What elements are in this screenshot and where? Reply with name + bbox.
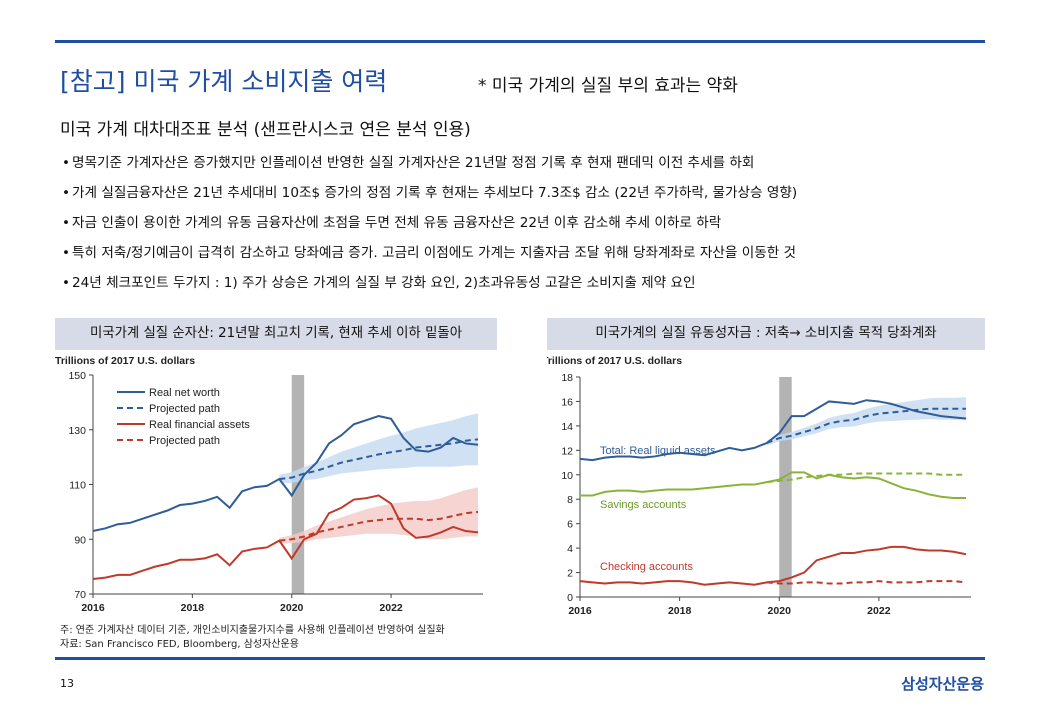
x-tick-label: 2022 <box>867 605 891 617</box>
y-tick-label: 16 <box>561 396 573 408</box>
series-annotation: Total: Real liquid assets <box>600 445 716 457</box>
series-annotation: Checking accounts <box>600 561 693 573</box>
y-tick-label: 70 <box>74 589 86 601</box>
bullet-text: 특히 저축/정기예금이 급격히 감소하고 당좌예금 증가. 고금리 이점에도 가… <box>72 245 797 261</box>
bullet-item: • 24년 체크포인트 두가지 : 1) 주가 상승은 가계의 실질 부 강화 요… <box>62 275 696 291</box>
y-tick-label: 2 <box>567 568 573 580</box>
footnote-source: 자료: San Francisco FED, Bloomberg, 삼성자산운용 <box>60 639 299 650</box>
bottom-rule <box>55 657 985 660</box>
y-tick-label: 8 <box>567 494 573 506</box>
y-tick-label: 18 <box>561 372 573 384</box>
bullet-text: 명목기준 가계자산은 증가했지만 인플레이션 반영한 실질 가계자산은 21년말… <box>72 155 755 171</box>
y-tick-label: 10 <box>561 470 573 482</box>
net-worth-chart: Trillions of 2017 U.S. dollars 70 90 110 130… <box>55 355 483 614</box>
y-tick-label: 6 <box>567 519 573 531</box>
bullet-item: • 특히 저축/정기예금이 급격히 감소하고 당좌예금 증가. 고금리 이점에도 … <box>62 245 797 261</box>
bullet-item: • 명목기준 가계자산은 증가했지만 인플레이션 반영한 실질 가계자산은 21년… <box>62 155 755 171</box>
series-line <box>579 399 967 462</box>
chart1-title: 미국가계 실질 순자산: 21년말 최고치 기록, 현재 추세 이하 밑돌아 <box>55 318 497 350</box>
bullet-text: 자금 인출이 용이한 가계의 유동 금융자산에 초점을 두면 전체 유동 금융자… <box>72 215 722 231</box>
y-tick-label: 130 <box>68 425 86 437</box>
bullet-item: • 자금 인출이 용이한 가계의 유동 금융자산에 초점을 두면 전체 유동 금융… <box>62 215 722 231</box>
series-line <box>92 415 479 533</box>
y-axis-label: Trillions of 2017 U.S. dollars <box>547 355 682 367</box>
y-axis-label: Trillions of 2017 U.S. dollars <box>55 355 195 367</box>
legend-label: Real financial assets <box>149 419 250 431</box>
y-tick-label: 0 <box>567 592 573 604</box>
recession-shade <box>779 377 792 597</box>
series-line <box>766 407 967 444</box>
y-tick-label: 90 <box>74 534 86 546</box>
bullet-item: • 가계 실질금융자산은 21년 추세대비 10조$ 증가의 정점 기록 후 현재… <box>62 185 798 201</box>
bullet-text: 가계 실질금융자산은 21년 추세대비 10조$ 증가의 정점 기록 후 현재는… <box>72 185 798 201</box>
x-tick-label: 2022 <box>379 602 403 614</box>
legend-label: Projected path <box>149 435 220 447</box>
series-line <box>279 510 479 542</box>
x-tick-label: 2016 <box>568 605 592 617</box>
legend-label: Projected path <box>149 403 220 415</box>
series-line <box>279 438 479 481</box>
section-heading: 미국 가계 대차대조표 분석 (샌프란시스코 연은 분석 인용) <box>60 120 471 140</box>
x-tick-label: 2020 <box>768 605 792 617</box>
brand-logo: 삼성자산운용 <box>901 675 984 693</box>
y-tick-label: 12 <box>561 445 573 457</box>
x-tick-label: 2020 <box>280 602 304 614</box>
top-rule <box>55 40 985 43</box>
x-tick-label: 2016 <box>81 602 105 614</box>
series-line <box>579 545 967 586</box>
page-subnote: * 미국 가계의 실질 부의 효과는 약화 <box>478 76 738 96</box>
series-line <box>92 494 479 580</box>
series-line <box>580 471 967 499</box>
page-number: 13 <box>60 677 74 690</box>
x-tick-label: 2018 <box>668 605 692 617</box>
y-tick-label: 110 <box>69 480 86 492</box>
page-title: [참고] 미국 가계 소비지출 여력 <box>60 67 388 96</box>
projection-band <box>766 397 967 446</box>
y-tick-label: 14 <box>561 421 573 433</box>
y-tick-label: 150 <box>68 370 86 382</box>
footnote-note: 주: 연준 가계자산 데이터 기준, 개인소비지출물가지수를 사용해 인플레이션… <box>60 625 445 636</box>
liquid-assets-chart: Trillions of 2017 U.S. dollars 0 2 4 6 8 10 12 1… <box>547 355 971 617</box>
series-annotation: Savings accounts <box>600 499 687 511</box>
series-line <box>766 580 967 585</box>
chart2-title: 미국가계의 실질 유동성자금 : 저축→ 소비지출 목적 당좌계좌 <box>547 318 985 350</box>
x-tick-label: 2018 <box>181 602 205 614</box>
bullet-list: • 명목기준 가계자산은 증가했지만 인플레이션 반영한 실질 가계자산은 21년… <box>62 150 797 300</box>
legend-label: Real net worth <box>149 387 220 399</box>
bullet-text: 24년 체크포인트 두가지 : 1) 주가 상승은 가계의 실질 부 강화 요인… <box>72 275 696 291</box>
series-line <box>766 472 967 484</box>
footnotes: 주: 연준 가계자산 데이터 기준, 개인소비지출물가지수를 사용해 인플레이션… <box>60 624 445 652</box>
y-tick-label: 4 <box>567 543 573 555</box>
